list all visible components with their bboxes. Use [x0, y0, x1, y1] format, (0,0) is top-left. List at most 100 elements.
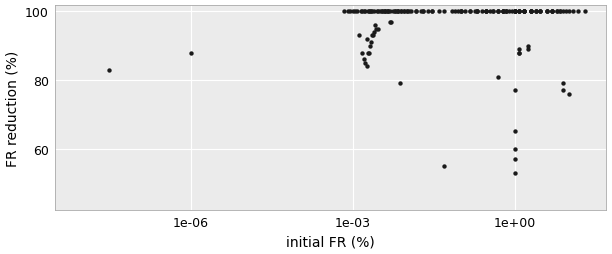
Point	[348, 10, 357, 14]
Point	[514, 51, 524, 55]
Point	[559, 89, 569, 93]
Point	[456, 10, 466, 14]
Point	[360, 61, 370, 66]
Point	[365, 10, 375, 14]
Point	[465, 10, 475, 14]
Point	[542, 10, 552, 14]
Point	[556, 10, 565, 14]
Point	[365, 44, 375, 49]
Point	[395, 82, 405, 86]
Point	[520, 10, 529, 14]
Point	[482, 10, 491, 14]
Point	[510, 89, 520, 93]
Point	[514, 10, 524, 14]
Point	[377, 10, 387, 14]
Point	[501, 10, 511, 14]
Point	[394, 10, 403, 14]
Point	[514, 51, 524, 55]
Point	[542, 10, 552, 14]
Point	[514, 10, 524, 14]
Point	[390, 10, 400, 14]
Point	[556, 10, 565, 14]
Point	[498, 10, 507, 14]
Point	[371, 27, 381, 31]
Point	[357, 10, 367, 14]
Point	[362, 65, 371, 69]
Point	[524, 44, 534, 49]
Point	[498, 10, 507, 14]
Point	[400, 10, 409, 14]
Point	[510, 10, 520, 14]
Point	[402, 10, 412, 14]
Point	[354, 34, 364, 38]
Point	[388, 10, 398, 14]
Point	[536, 10, 545, 14]
Point	[520, 10, 529, 14]
Point	[510, 171, 520, 175]
Point	[373, 10, 383, 14]
Point	[510, 10, 520, 14]
Point	[186, 51, 196, 55]
Point	[368, 34, 378, 38]
Point	[559, 10, 569, 14]
Point	[367, 10, 376, 14]
Point	[493, 10, 503, 14]
Point	[552, 10, 562, 14]
Point	[514, 10, 524, 14]
Point	[520, 10, 529, 14]
Point	[493, 10, 503, 14]
Point	[526, 10, 536, 14]
Point	[369, 31, 379, 35]
Point	[103, 68, 113, 72]
Point	[472, 10, 482, 14]
Point	[360, 10, 370, 14]
Point	[510, 10, 520, 14]
Point	[397, 10, 406, 14]
Point	[482, 10, 491, 14]
Point	[390, 10, 400, 14]
Point	[370, 24, 380, 28]
Point	[507, 10, 517, 14]
Point	[482, 10, 491, 14]
Point	[363, 51, 373, 55]
Point	[356, 10, 365, 14]
Point	[510, 157, 520, 161]
Point	[456, 10, 466, 14]
Point	[416, 10, 425, 14]
Point	[472, 10, 482, 14]
Point	[504, 10, 514, 14]
Point	[367, 34, 377, 38]
Point	[375, 10, 385, 14]
Point	[501, 10, 511, 14]
Point	[493, 10, 503, 14]
X-axis label: initial FR (%): initial FR (%)	[286, 234, 375, 248]
Point	[411, 10, 421, 14]
Point	[363, 10, 373, 14]
Point	[559, 82, 569, 86]
Point	[524, 48, 534, 52]
Point	[367, 41, 376, 45]
Point	[548, 10, 558, 14]
Point	[548, 10, 558, 14]
Point	[386, 21, 395, 25]
Point	[548, 10, 558, 14]
Point	[510, 147, 520, 151]
Point	[411, 10, 421, 14]
Point	[428, 10, 438, 14]
Point	[580, 10, 590, 14]
Y-axis label: FR reduction (%): FR reduction (%)	[6, 50, 20, 166]
Point	[482, 10, 491, 14]
Point	[510, 10, 520, 14]
Point	[493, 75, 503, 79]
Point	[526, 10, 536, 14]
Point	[536, 10, 545, 14]
Point	[380, 10, 390, 14]
Point	[386, 10, 395, 14]
Point	[453, 10, 463, 14]
Point	[400, 10, 409, 14]
Point	[510, 130, 520, 134]
Point	[387, 21, 397, 25]
Point	[548, 10, 558, 14]
Point	[552, 10, 562, 14]
Point	[520, 10, 529, 14]
